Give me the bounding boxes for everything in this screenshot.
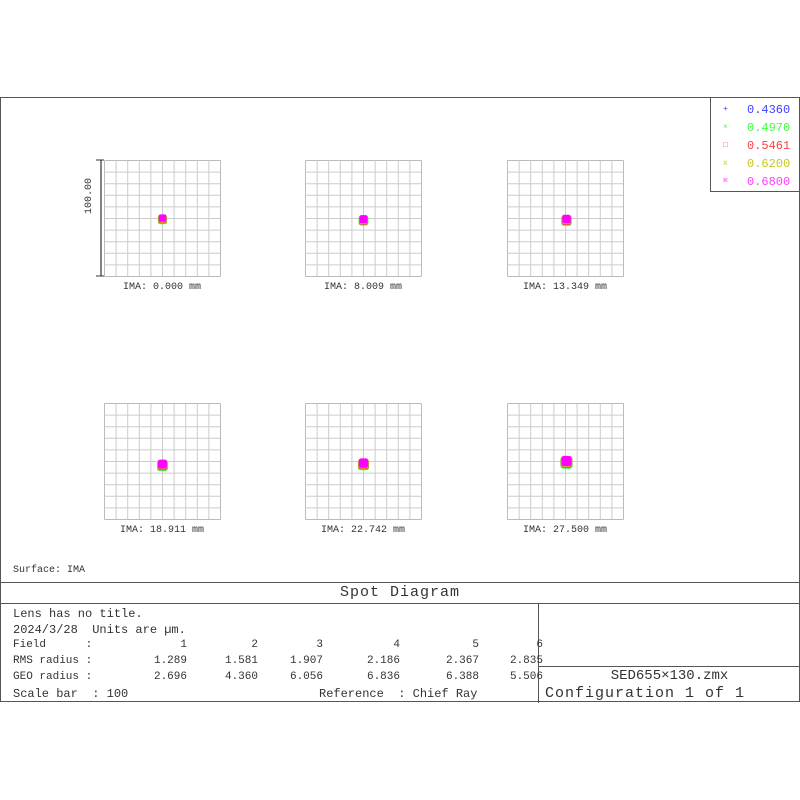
field-label: IMA: 8.009 mm [323, 282, 402, 293]
geo-value: 6.056 [289, 671, 323, 683]
spot-rays-3 [561, 455, 572, 467]
field-label: IMA: 13.349 mm [522, 282, 607, 293]
rms-value: 1.907 [289, 655, 323, 667]
geo-value: 4.360 [224, 671, 258, 683]
rms-value: 2.835 [509, 655, 543, 667]
field-label: IMA: 0.000 mm [122, 282, 201, 293]
field-label: IMA: 22.742 mm [320, 525, 405, 536]
info-panel: Spot Diagram Lens has no title. 2024/3/2… [0, 582, 800, 703]
date-units: 2024/3/28 Units are µm. [13, 623, 186, 637]
spot-grid [305, 160, 422, 277]
legend-item: □ 0.5461 [711, 138, 799, 154]
fields-value: 6 [536, 639, 543, 651]
rms-value: 2.186 [366, 655, 400, 667]
legend-marker-icon: ⌘ [723, 177, 728, 186]
geo-value: 6.388 [445, 671, 479, 683]
fields-value: 2 [251, 639, 258, 651]
spot-grid [104, 160, 221, 277]
geo-value: 6.836 [366, 671, 400, 683]
spot-rays-3 [359, 215, 368, 224]
geo-value: 2.696 [153, 671, 187, 683]
spot-plot [305, 403, 422, 520]
reference-info: Reference : Chief Ray [319, 687, 478, 701]
wavelength-label: 0.6800 [747, 175, 791, 189]
spot-plot [104, 403, 221, 520]
field-label: Field : [13, 639, 93, 651]
spot-rays-3 [562, 214, 571, 224]
scale-bar-label: 100.00 [84, 178, 95, 215]
spot-rays-3 [158, 214, 167, 222]
info-left: Lens has no title. 2024/3/28 Units are µ… [0, 604, 543, 703]
scale-bar-info: Scale bar : 100 [13, 687, 129, 701]
fields-value: 5 [472, 639, 479, 651]
rms-value: 2.367 [445, 655, 479, 667]
spot-plot [104, 160, 221, 277]
surface-label: Surface: IMA [13, 565, 86, 576]
file-name: SED655×130.zmx [610, 668, 729, 684]
field-row: Field : 1 2 3 4 5 6 [13, 639, 543, 652]
lens-title: Lens has no title. [13, 607, 143, 621]
spot-rays-3 [158, 459, 167, 469]
fields-value: 3 [316, 639, 323, 651]
spot-grid [507, 403, 624, 520]
divider [539, 666, 800, 667]
diagram-title: Spot Diagram [0, 583, 800, 604]
spot-plot [507, 403, 624, 520]
legend-marker-icon: × [723, 123, 728, 132]
field-label: IMA: 27.500 mm [522, 525, 607, 536]
geo-row: GEO radius : 2.696 4.360 6.056 6.836 6.388 5.… [13, 671, 543, 684]
spot-grid [507, 160, 624, 277]
fields-value: 4 [393, 639, 400, 651]
legend-marker-icon: □ [723, 141, 728, 150]
spot-plot [305, 160, 422, 277]
wavelength-label: 0.6200 [747, 157, 791, 171]
legend-item: ⌘ 0.6800 [711, 174, 799, 190]
legend-item: +0.4360 [711, 102, 799, 118]
rms-value: 1.289 [153, 655, 187, 667]
legend-item: x 0.6200 [711, 156, 799, 172]
rms-row: RMS radius : 1.289 1.581 1.907 2.186 2.367 2.… [13, 655, 543, 668]
field-label: IMA: 18.911 mm [119, 525, 204, 536]
configuration: Configuration 1 of 1 [545, 685, 746, 702]
legend-marker-icon: x [723, 159, 728, 168]
spot-plot [507, 160, 624, 277]
fields-value: 1 [180, 639, 187, 651]
legend-marker-icon: + [723, 105, 728, 114]
wavelength-legend: +0.4360 × 0.4970 □ 0.5461 x 0.6200 ⌘ 0.6800 [710, 97, 800, 192]
rms-label: RMS radius : [13, 655, 93, 667]
spot-grid [305, 403, 422, 520]
geo-value: 5.506 [509, 671, 543, 683]
wavelength-label: 0.4970 [747, 121, 791, 135]
geo-label: GEO radius : [13, 671, 93, 683]
wavelength-label: 0.4360 [747, 103, 791, 117]
wavelength-label: 0.5461 [747, 139, 791, 153]
legend-item: × 0.4970 [711, 120, 799, 136]
spot-grid [104, 403, 221, 520]
rms-value: 1.581 [224, 655, 258, 667]
spot-rays-3 [358, 458, 369, 468]
scale-bar [96, 159, 104, 277]
